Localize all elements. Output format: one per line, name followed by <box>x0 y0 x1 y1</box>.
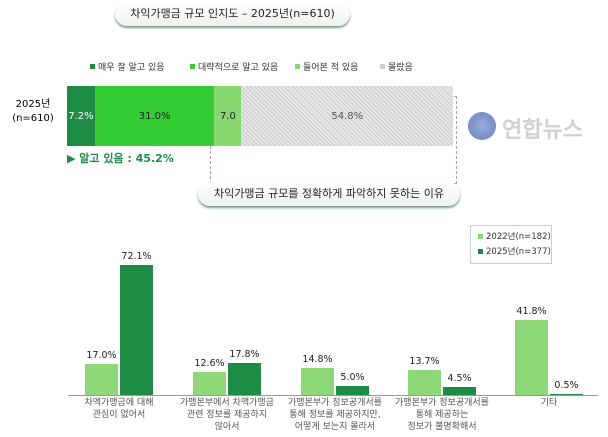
legend-swatch <box>190 64 195 69</box>
watermark-logo <box>468 112 496 140</box>
bar <box>515 319 548 395</box>
watermark: 연합뉴스 <box>502 118 583 143</box>
legend-box <box>470 225 552 264</box>
legend-item: 매우 잘 알고 있음 <box>90 60 165 73</box>
bar <box>550 394 583 395</box>
bar-segment: 7.0 <box>214 86 242 146</box>
legend-item: 들어본 적 있음 <box>295 60 358 73</box>
legend-label: 들어본 적 있음 <box>303 63 359 73</box>
chart1-title: 차익가맹금 규모 인지도 – 2025년(n=610) <box>115 2 350 26</box>
bar-segment: 31.0% <box>94 86 215 146</box>
category-label-line: 기타 <box>540 398 558 408</box>
data-label: 4.5% <box>447 372 472 384</box>
legend-label: 2025년(n=377) <box>486 247 551 257</box>
data-label: 41.8% <box>516 305 547 317</box>
category-label-line: 않아서 <box>214 422 240 432</box>
legend-item: 2025년(n=377) <box>478 245 551 257</box>
legend-item: 몰랐음 <box>380 60 413 73</box>
legend-label: 몰랐음 <box>388 63 413 73</box>
legend-item: 2022년(n=182) <box>478 230 551 242</box>
data-label: 72.1% <box>121 251 152 263</box>
data-label: 5.0% <box>340 372 365 383</box>
year-label-line: 2025년 <box>15 99 51 110</box>
category-label-line: 가맹본부가 정보공개서를 <box>395 398 489 408</box>
category-label-line: 통해 정보를 제공하지만, <box>289 410 381 420</box>
year-label-line: (n=610) <box>12 113 54 124</box>
bar <box>85 364 118 395</box>
bar <box>408 370 441 395</box>
data-label: 17.0% <box>86 350 117 362</box>
category-label-line: 가맹본부에서 차액가맹금 <box>180 398 274 408</box>
legend-swatch <box>478 233 483 239</box>
bar <box>336 386 369 395</box>
legend-label: 2022년(n=182) <box>486 232 551 242</box>
year-label: 2025년 (n=610) <box>8 98 58 126</box>
legend-label: 대략적으로 알고 있음 <box>198 63 279 73</box>
bar <box>120 265 153 395</box>
category-label-line: 관련 정보를 제공하지 <box>186 410 268 420</box>
category-label-line: 정보가 불명확해서 <box>407 422 477 432</box>
category-label-line: 관심이 없어서 <box>92 410 146 420</box>
bar-segment: 54.8% <box>241 86 453 146</box>
baseline <box>68 395 598 396</box>
category-label-line: 어떻게 보는지 몰라서 <box>294 422 376 432</box>
data-label: 17.8% <box>229 348 260 360</box>
data-label: 0.5% <box>554 380 579 392</box>
legend-label: 매우 잘 알고 있음 <box>98 63 165 73</box>
legend-swatch <box>380 64 385 69</box>
known-annotation: ▶ 알고 있음 : 45.2% <box>67 152 174 165</box>
data-label: 13.7% <box>409 356 440 368</box>
bar <box>193 372 226 395</box>
bar <box>301 368 334 395</box>
legend-swatch <box>90 64 95 69</box>
data-label: 12.6% <box>194 358 225 370</box>
category-label-line: 가맹본부가 정보공개서를 <box>288 398 382 408</box>
category-label-line: 차액가맹금에 대해 <box>84 398 154 408</box>
bar <box>228 362 261 395</box>
bar-segment: 7.2% <box>67 86 95 146</box>
category-label-line: 통해 제공하는 <box>415 410 469 420</box>
legend-item: 대략적으로 알고 있음 <box>190 60 278 73</box>
data-label: 14.8% <box>302 354 333 366</box>
chart2-title: 차익가맹금 규모를 정확하게 파악하지 못하는 이유 <box>198 182 460 206</box>
legend-swatch <box>295 64 300 69</box>
bar <box>443 386 476 395</box>
legend-swatch <box>478 248 483 254</box>
category-label: 기타 <box>497 397 601 409</box>
